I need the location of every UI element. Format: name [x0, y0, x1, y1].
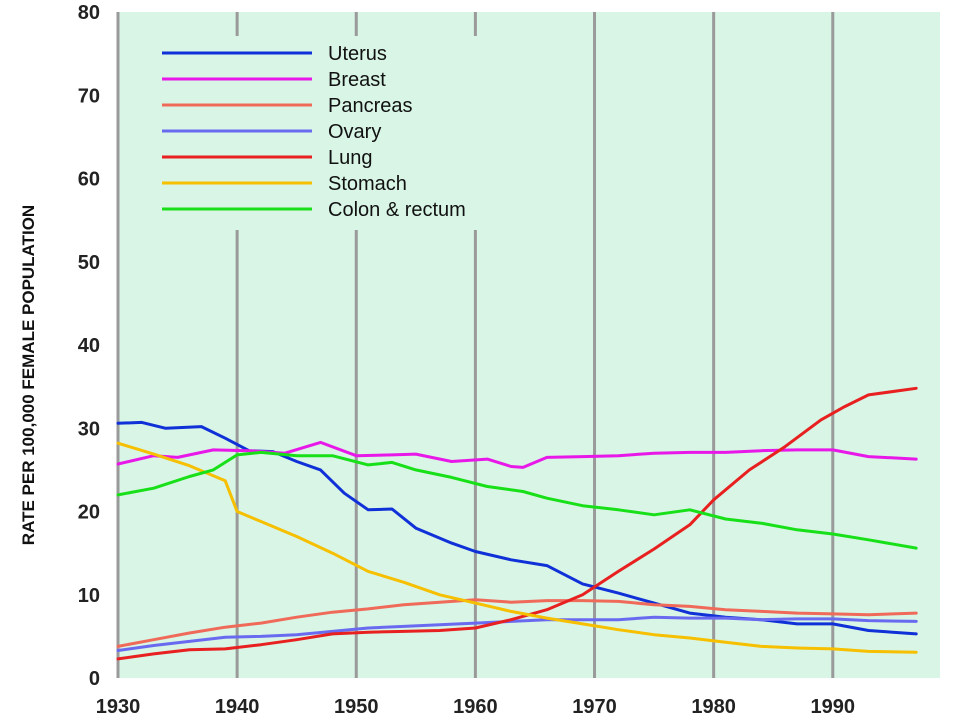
series-line-ovary: [116, 615, 918, 652]
legend-label-stomach: Stomach: [328, 173, 407, 195]
legend-label-pancreas: Pancreas: [328, 95, 413, 117]
y-tick-label: 30: [78, 418, 100, 440]
series-line-colon-rectum: [116, 450, 918, 550]
legend: Uterus Breast Pancreas Ovary Lung Stomach Colo…: [162, 43, 466, 221]
legend-label-uterus: Uterus: [328, 43, 387, 65]
tick-labels: 0 10 20 30 40 50 60 70 80 1930 1940 1950 1960 1970 198…: [78, 2, 855, 718]
x-tick-label: 1990: [811, 696, 856, 718]
y-tick-label: 50: [78, 252, 100, 274]
y-tick-label: 80: [78, 2, 100, 24]
y-tick-label: 40: [78, 335, 100, 357]
series-lines: [116, 386, 918, 661]
legend-background: [150, 36, 570, 230]
x-tick-label: 1950: [334, 696, 379, 718]
y-axis-title: RATE PER 100,000 FEMALE POPULATION: [19, 205, 38, 545]
y-tick-label: 0: [89, 668, 100, 690]
legend-label-ovary: Ovary: [328, 121, 381, 143]
y-tick-label: 60: [78, 169, 100, 191]
y-tick-label: 70: [78, 85, 100, 107]
y-tick-label: 20: [78, 502, 100, 524]
x-tick-label: 1980: [691, 696, 736, 718]
legend-label-colon-rectum: Colon & rectum: [328, 199, 466, 221]
series-line-pancreas: [116, 598, 918, 648]
x-tick-label: 1940: [215, 696, 260, 718]
x-tick-label: 1960: [453, 696, 498, 718]
legend-label-lung: Lung: [328, 147, 373, 169]
y-tick-label: 10: [78, 585, 100, 607]
x-tick-label: 1930: [96, 696, 141, 718]
x-tick-label: 1970: [572, 696, 617, 718]
legend-label-breast: Breast: [328, 69, 386, 91]
series-line-stomach: [116, 441, 918, 654]
series-line-breast: [116, 440, 918, 469]
